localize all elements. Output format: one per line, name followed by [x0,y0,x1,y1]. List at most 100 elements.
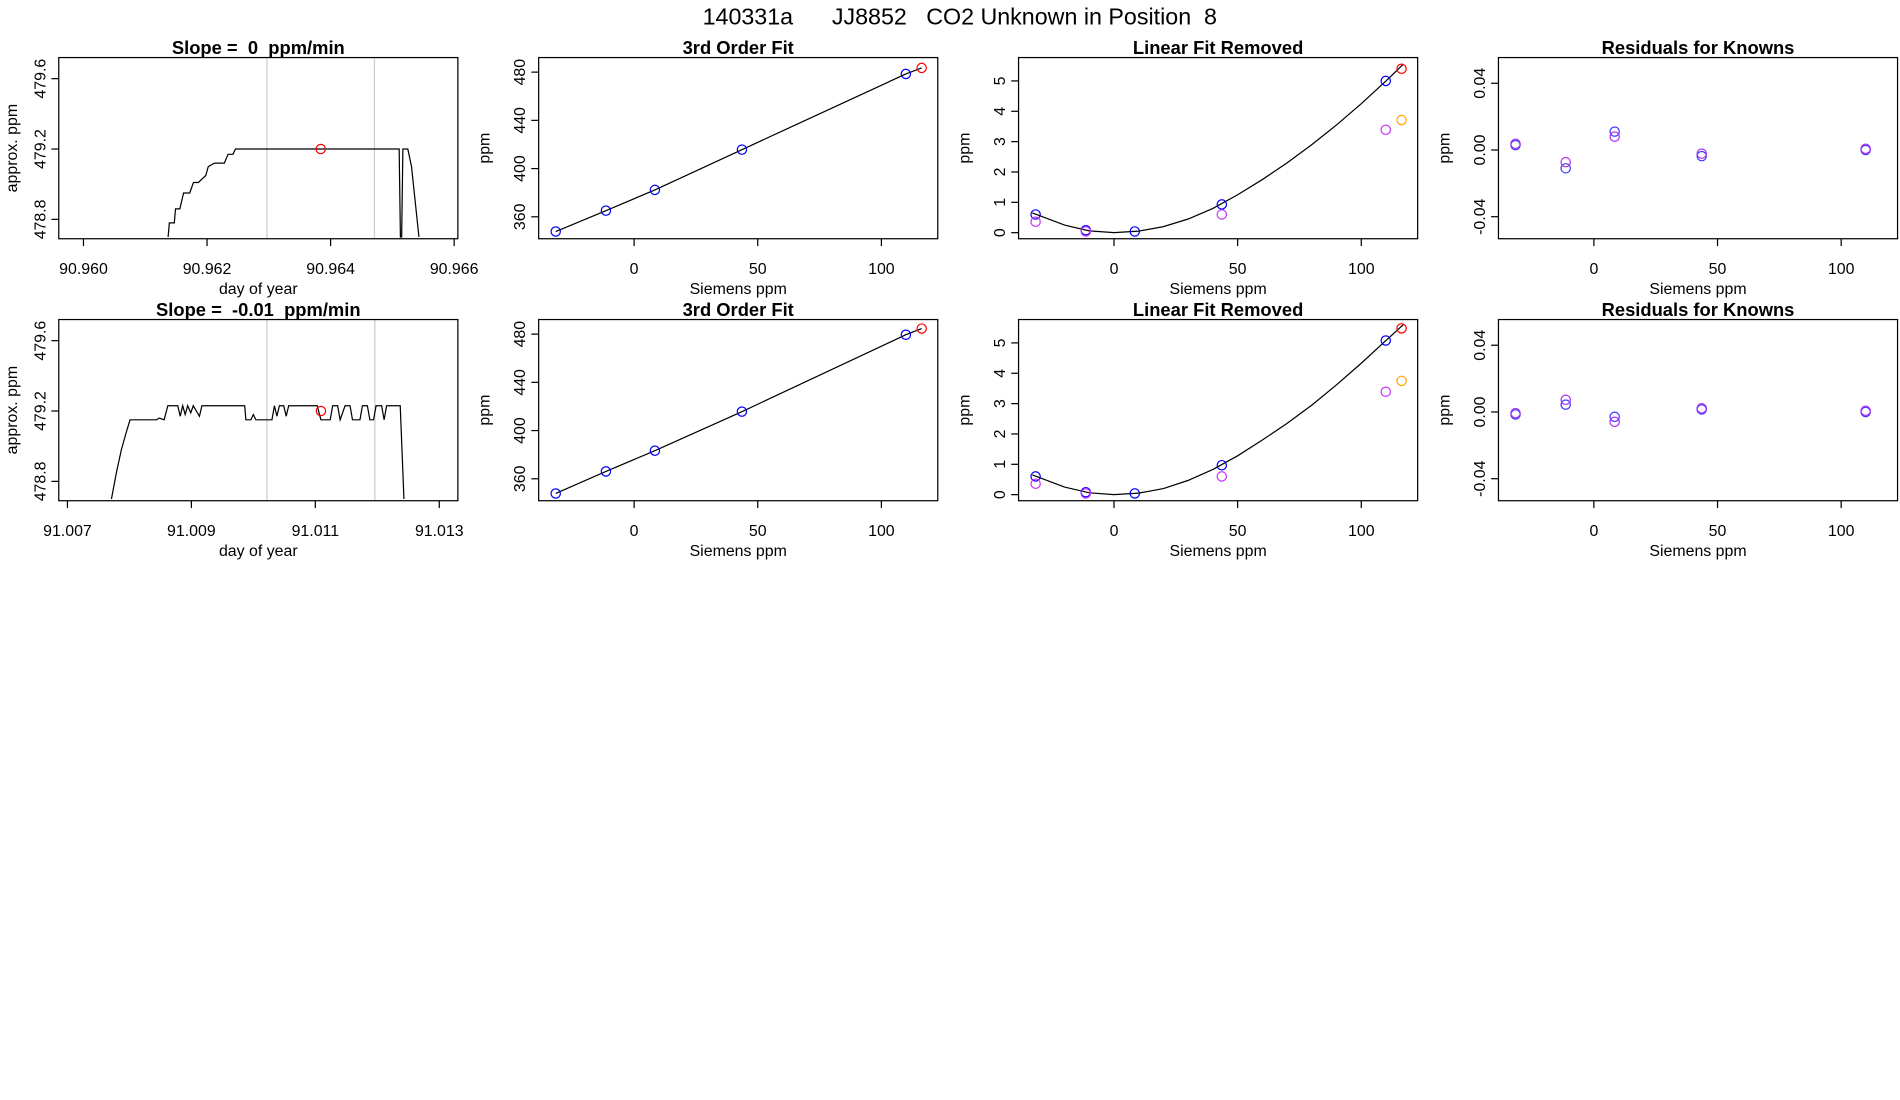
x-axis-label: Siemens ppm [1649,281,1746,298]
data-point [1510,407,1521,419]
data-point [1380,75,1392,87]
data-point [600,205,612,216]
y-tick-label: 478.8 [32,461,49,501]
data-point [1216,199,1228,210]
y-axis-label: ppm [957,133,974,164]
data-point [1216,471,1228,482]
x-tick-label: 50 [749,261,767,278]
data-line [555,67,922,233]
data-point [1609,126,1620,137]
panel-title: Linear Fit Removed [1133,299,1303,320]
x-tick-label: 0 [1589,261,1598,278]
data-point [1609,131,1620,142]
plot-area [550,323,927,499]
panel: Residuals for Knowns Siemens ppm ppm 0 50 100… [1436,299,1899,560]
y-tick-label: 0 [992,490,1009,499]
data-point [1560,163,1571,174]
panel: Slope = -0.01 ppm/min day of year approx. … [4,299,464,560]
plot-frame [1017,318,1419,502]
plot-area [550,62,927,237]
plot-frame [58,318,459,502]
x-axis-label: Siemens ppm [1169,281,1266,298]
x-tick-label: 50 [749,523,767,540]
y-tick-label: 0.04 [1472,330,1489,361]
y-tick-label: 360 [512,465,529,492]
data-point [1860,143,1871,155]
data-point [649,445,661,456]
y-tick-label: 480 [512,59,529,86]
y-tick-label: 0.00 [1472,396,1489,427]
y-tick-label: 4 [992,107,1009,116]
x-axis-label: Siemens ppm [690,281,787,298]
y-axis-label: ppm [1436,395,1453,426]
x-tick-label: 50 [1229,261,1247,278]
data-point [1696,403,1707,414]
panel: Slope = 0 ppm/min day of year approx. ppm 9… [4,37,478,298]
data-point [1216,209,1228,220]
y-axis-label: approx. ppm [4,366,21,454]
data-point [916,62,927,74]
data-point [1080,226,1092,237]
y-tick-label: 0 [992,228,1009,237]
y-tick-label: -0.04 [1472,460,1489,496]
data-point [916,323,927,334]
panel-title: Linear Fit Removed [1133,37,1303,58]
data-point [1560,156,1571,168]
y-tick-label: 1 [992,198,1009,207]
x-axis-label: Siemens ppm [1649,543,1746,560]
x-tick-label: 90.964 [306,261,355,278]
panel-title: Residuals for Knowns [1602,299,1795,320]
data-point [1860,405,1871,417]
data-point [1080,488,1092,499]
x-tick-label: 91.013 [415,523,464,540]
y-axis-label: ppm [957,395,974,426]
data-point [900,68,912,80]
data-point [736,144,748,155]
y-tick-label: 479.6 [32,59,49,99]
data-point [1380,124,1392,136]
plot-area [110,319,405,501]
data-point [1510,138,1521,150]
data-point [1380,386,1392,398]
x-tick-label: 0 [1589,523,1598,540]
panel-title: 3rd Order Fit [683,37,794,58]
y-tick-label: 2 [992,167,1009,176]
x-tick-label: 91.007 [43,523,92,540]
data-point [1560,399,1571,410]
data-point [315,143,326,155]
x-tick-label: 0 [630,523,639,540]
x-tick-label: 91.011 [292,523,340,540]
x-tick-label: 100 [1828,523,1855,540]
x-tick-label: 50 [1709,261,1727,278]
data-point [1216,459,1228,471]
data-point [1129,488,1141,499]
data-line [110,403,405,500]
x-axis-label: day of year [219,543,298,560]
y-tick-label: 479.2 [32,129,49,169]
panel-title: Slope = 0 ppm/min [172,37,345,58]
panel: Linear Fit Removed Siemens ppm ppm 0 50 100 0 1… [957,299,1419,560]
panel-title: Residuals for Knowns [1602,37,1795,58]
data-point [600,466,612,477]
data-point [1030,209,1041,220]
x-tick-label: 0 [630,261,639,278]
plot-frame [1017,56,1419,240]
y-axis-label: ppm [1436,133,1453,164]
data-point [1609,416,1620,428]
x-axis-label: Siemens ppm [1169,543,1266,560]
y-tick-label: 360 [512,203,529,230]
data-point [1696,148,1707,159]
x-tick-label: 0 [1110,523,1119,540]
y-tick-label: 0.00 [1472,134,1489,165]
data-point [1560,394,1571,406]
panel-title: 3rd Order Fit [683,299,794,320]
y-tick-label: 440 [512,107,529,134]
data-point [1396,375,1407,387]
data-line [555,328,922,495]
x-tick-label: 100 [1828,261,1855,278]
plot-area [1510,394,1871,428]
x-tick-label: 0 [1110,261,1119,278]
